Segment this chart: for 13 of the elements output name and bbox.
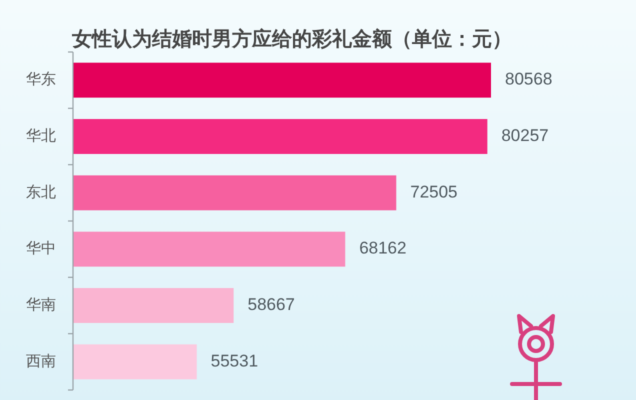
y-tick-label: 华北 [26,127,56,144]
chart-title: 女性认为结婚时男方应给的彩礼金额（单位：元） [71,27,512,50]
data-label: 72505 [410,182,458,202]
y-tick-label: 西南 [26,352,56,370]
data-label: 68162 [359,238,406,258]
y-tick-label: 华东 [26,71,56,88]
y-tick-label: 华中 [26,240,56,258]
data-label: 55531 [210,351,258,370]
data-label: 80257 [501,126,549,145]
y-tick-label: 华南 [26,296,56,314]
data-label: 58667 [248,294,295,314]
data-label: 80568 [505,70,552,89]
y-tick-label: 东北 [26,184,56,201]
